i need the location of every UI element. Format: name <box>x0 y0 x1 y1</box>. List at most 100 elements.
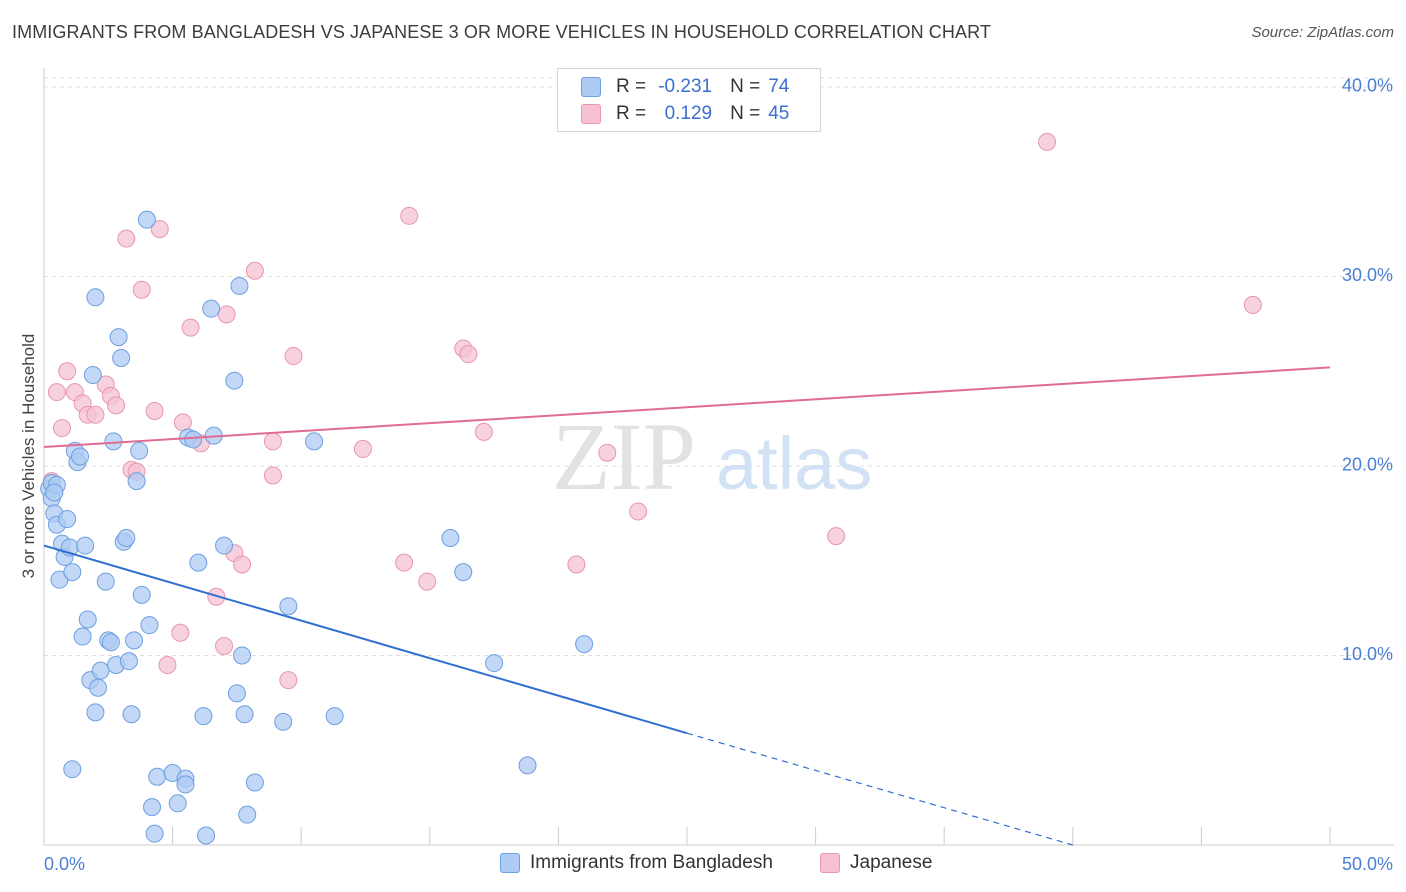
data-point-bangladesh <box>148 767 167 786</box>
data-point-bangladesh <box>518 756 537 775</box>
data-point-japanese <box>47 383 66 402</box>
data-point-japanese <box>86 405 105 424</box>
legend-swatch-bangladesh <box>581 77 601 97</box>
data-point-bangladesh <box>235 705 254 724</box>
data-point-bangladesh <box>122 705 141 724</box>
data-point-japanese <box>629 502 648 521</box>
data-point-bangladesh <box>137 210 156 229</box>
data-point-bangladesh <box>184 430 203 449</box>
data-point-bangladesh <box>127 472 146 491</box>
source-label: Source: ZipAtlas.com <box>1251 24 1394 41</box>
tick-labels: 10.0% 20.0% 30.0% 40.0% 0.0% 50.0% <box>44 76 1393 874</box>
data-point-bangladesh <box>73 627 92 646</box>
data-point-japanese <box>215 637 234 656</box>
legend-row-japanese: R = 0.129 N = 45 <box>581 102 790 126</box>
watermark: ZIP atlas <box>552 403 872 510</box>
data-point-japanese <box>173 413 192 432</box>
data-point-bangladesh <box>441 528 460 547</box>
data-point-japanese <box>827 527 846 546</box>
bottom-legend-bangladesh: Immigrants from Bangladesh <box>500 852 773 874</box>
data-point-japanese <box>279 671 298 690</box>
y-axis-label: 3 or more Vehicles in Household <box>19 334 38 579</box>
data-point-bangladesh <box>325 707 344 726</box>
data-point-japanese <box>263 466 282 485</box>
data-point-japanese <box>117 229 136 248</box>
data-point-japanese <box>145 402 164 421</box>
legend-n-label: N = <box>730 76 761 97</box>
data-point-bangladesh <box>96 572 115 591</box>
data-point-bangladesh <box>71 447 90 466</box>
data-point-bangladesh <box>176 775 195 794</box>
data-point-bangladesh <box>109 328 128 347</box>
data-point-japanese <box>132 280 151 299</box>
data-point-bangladesh <box>104 432 123 451</box>
data-point-japanese <box>107 396 126 415</box>
data-point-bangladesh <box>86 703 105 722</box>
data-point-bangladesh <box>63 563 82 582</box>
data-point-bangladesh <box>140 616 159 635</box>
data-point-bangladesh <box>76 536 95 555</box>
data-point-bangladesh <box>238 805 257 824</box>
y-tick-label: 10.0% <box>1342 644 1393 664</box>
data-point-bangladesh <box>202 299 221 318</box>
legend-n-value: 74 <box>768 76 790 97</box>
data-point-bangladesh <box>230 276 249 295</box>
legend-n-label: N = <box>730 103 761 124</box>
data-point-bangladesh <box>145 824 164 843</box>
watermark-zip: ZIP <box>552 403 696 510</box>
data-point-japanese <box>171 623 190 642</box>
data-point-japanese <box>598 443 617 462</box>
data-point-bangladesh <box>112 348 131 367</box>
data-point-japanese <box>53 419 72 438</box>
data-point-bangladesh <box>91 661 110 680</box>
data-point-japanese <box>418 572 437 591</box>
series-japanese-points <box>42 132 1262 690</box>
trend-line-bangladesh-extension <box>686 732 1073 846</box>
y-tick-label: 40.0% <box>1342 76 1393 96</box>
data-point-bangladesh <box>485 654 504 673</box>
data-point-bangladesh <box>279 597 298 616</box>
data-point-japanese <box>1038 132 1057 151</box>
legend: R = -0.231 N = 74 R = 0.129 N = 45 <box>557 68 821 132</box>
data-point-bangladesh <box>101 633 120 652</box>
data-point-bangladesh <box>575 635 594 654</box>
trend-line-bangladesh <box>43 544 688 735</box>
data-point-japanese <box>395 553 414 572</box>
data-point-japanese <box>58 362 77 381</box>
data-point-japanese <box>150 220 169 239</box>
data-point-bangladesh <box>130 441 149 460</box>
chart-title: IMMIGRANTS FROM BANGLADESH VS JAPANESE 3… <box>12 22 991 42</box>
data-point-bangladesh <box>89 678 108 697</box>
data-point-bangladesh <box>194 707 213 726</box>
data-point-japanese <box>245 261 264 280</box>
bottom-legend-label-bangladesh: Immigrants from Bangladesh <box>530 852 773 873</box>
data-point-bangladesh <box>215 536 234 555</box>
data-point-japanese <box>400 206 419 225</box>
data-point-bangladesh <box>117 528 136 547</box>
data-point-japanese <box>567 555 586 574</box>
data-point-bangladesh <box>454 563 473 582</box>
data-point-japanese <box>284 347 303 366</box>
legend-n-value: 45 <box>768 103 790 124</box>
data-point-bangladesh <box>197 826 216 845</box>
bottom-legend-swatch-bangladesh <box>500 853 520 873</box>
data-point-bangladesh <box>168 794 187 813</box>
legend-row-bangladesh: R = -0.231 N = 74 <box>581 75 790 99</box>
data-point-japanese <box>158 655 177 674</box>
legend-r-value: -0.231 <box>658 76 713 97</box>
data-point-bangladesh <box>58 510 77 529</box>
x-tick-label: 50.0% <box>1342 854 1393 874</box>
data-point-bangladesh <box>78 610 97 629</box>
data-point-japanese <box>1243 295 1262 314</box>
data-point-bangladesh <box>245 773 264 792</box>
data-point-japanese <box>474 422 493 441</box>
data-point-bangladesh <box>227 684 246 703</box>
data-point-bangladesh <box>132 585 151 604</box>
bottom-legend: Immigrants from Bangladesh Japanese <box>0 852 1406 878</box>
data-point-bangladesh <box>233 646 252 665</box>
data-point-bangladesh <box>125 631 144 650</box>
data-point-bangladesh <box>86 288 105 307</box>
y-tick-label: 20.0% <box>1342 455 1393 475</box>
data-point-japanese <box>459 345 478 364</box>
legend-swatch-japanese <box>581 104 601 124</box>
